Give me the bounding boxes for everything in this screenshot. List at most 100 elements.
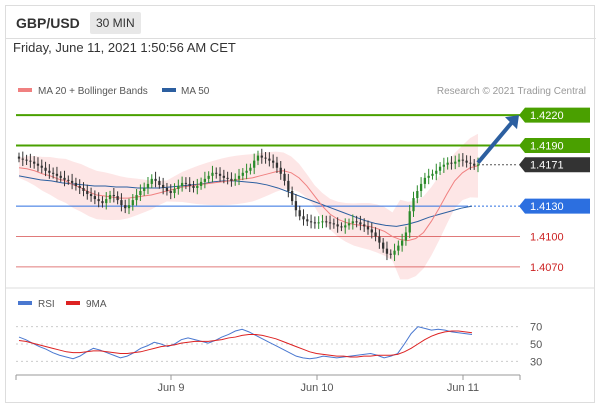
candle-body bbox=[192, 185, 195, 188]
candle-body bbox=[328, 222, 332, 224]
candle-body bbox=[154, 178, 157, 181]
ma50-legend-swatch bbox=[162, 88, 176, 92]
candle-body bbox=[165, 187, 169, 191]
time-axis-label: Jun 10 bbox=[300, 382, 333, 394]
candle-body bbox=[237, 175, 241, 179]
candle-body bbox=[363, 224, 366, 227]
candle-body bbox=[446, 162, 449, 165]
rsi-tick-30: 30 bbox=[530, 356, 542, 368]
candle-body bbox=[302, 216, 305, 220]
candle-body bbox=[226, 177, 229, 179]
candle-body bbox=[180, 182, 184, 186]
candle-body bbox=[313, 222, 317, 224]
candle-body bbox=[287, 180, 290, 191]
rsi-9ma-line bbox=[18, 330, 473, 358]
candle-body bbox=[256, 155, 260, 161]
chart-header: GBP/USD 30 MIN bbox=[6, 6, 596, 39]
candle-body bbox=[378, 236, 381, 243]
candle-body bbox=[393, 250, 396, 255]
candle-body bbox=[105, 199, 108, 204]
candle-body bbox=[29, 160, 32, 162]
candle-body bbox=[33, 161, 36, 164]
candle-body bbox=[321, 221, 324, 223]
candle-body bbox=[382, 242, 385, 249]
research-credit: Research © 2021 Trading Central bbox=[437, 86, 586, 97]
candle-body bbox=[442, 164, 445, 167]
candle-body bbox=[416, 191, 419, 199]
candle-body bbox=[260, 155, 263, 158]
candle-body bbox=[435, 170, 438, 174]
candle-body bbox=[306, 219, 309, 222]
candle-body bbox=[325, 221, 328, 223]
candle-body bbox=[279, 167, 282, 174]
candle-body bbox=[127, 205, 131, 209]
level-tag-1-4130 bbox=[519, 198, 590, 214]
candle-body bbox=[17, 156, 21, 159]
rsi-legend-swatch bbox=[18, 301, 32, 305]
candle-body bbox=[355, 221, 358, 223]
ma20-legend-swatch bbox=[18, 88, 32, 92]
rsi-legend-label: RSI bbox=[38, 299, 55, 310]
candle-body bbox=[400, 240, 404, 246]
candle-body bbox=[177, 185, 180, 189]
time-axis: Jun 9 Jun 10 Jun 11 bbox=[15, 374, 521, 394]
candle-body bbox=[283, 173, 286, 181]
candle-body bbox=[412, 198, 415, 212]
candle-body bbox=[211, 172, 214, 176]
candle-body bbox=[25, 159, 28, 161]
candle-body bbox=[264, 157, 267, 159]
time-axis-label: Jun 9 bbox=[158, 382, 185, 394]
candle-body bbox=[52, 172, 55, 174]
candle-body bbox=[290, 191, 294, 202]
candle-body bbox=[70, 180, 74, 183]
candle-body bbox=[397, 245, 400, 251]
price-legend: MA 20 + Bollinger Bands MA 50 Research ©… bbox=[18, 86, 586, 97]
level-tag-1-4220 bbox=[519, 107, 590, 123]
symbol-title: GBP/USD bbox=[16, 15, 80, 31]
candle-body bbox=[230, 178, 233, 181]
candle-body bbox=[67, 179, 70, 181]
candle-body bbox=[135, 195, 138, 201]
candle-body bbox=[427, 175, 430, 178]
candle-body bbox=[120, 200, 123, 206]
candle-body bbox=[48, 170, 51, 173]
candle-body bbox=[275, 162, 279, 168]
candle-body bbox=[347, 223, 351, 226]
rsi-tick-50: 50 bbox=[530, 339, 542, 351]
candle-body bbox=[74, 182, 78, 186]
candle-body bbox=[93, 196, 97, 200]
candle-body bbox=[454, 161, 457, 164]
candle-body bbox=[366, 226, 370, 230]
forecast-arrow-head bbox=[505, 115, 519, 130]
candle-body bbox=[465, 160, 468, 163]
level-label-1-4070: 1.4070 bbox=[530, 262, 564, 274]
candle-body bbox=[222, 175, 225, 178]
candle-body bbox=[199, 181, 203, 186]
level-label-1-4220: 1.4220 bbox=[530, 110, 564, 122]
candle-body bbox=[86, 191, 89, 195]
candle-body bbox=[169, 191, 172, 194]
candle-body bbox=[59, 175, 62, 178]
candle-body bbox=[196, 185, 199, 188]
candle-body bbox=[218, 173, 222, 176]
candle-body bbox=[108, 195, 112, 200]
rsi-plot: 70 50 30 bbox=[16, 322, 542, 368]
rsi-legend: RSI 9MA bbox=[18, 299, 107, 310]
candle-body bbox=[173, 188, 176, 194]
candle-body bbox=[450, 162, 453, 164]
timeframe-badge[interactable]: 30 MIN bbox=[90, 12, 141, 34]
candle-body bbox=[40, 165, 43, 168]
candle-body bbox=[55, 173, 59, 176]
candle-body bbox=[36, 163, 40, 166]
candle-body bbox=[370, 229, 373, 233]
candle-body bbox=[245, 170, 248, 173]
rsi-tick-70: 70 bbox=[530, 322, 542, 334]
candle-body bbox=[408, 211, 411, 233]
rsi-line bbox=[18, 326, 473, 360]
level-label-1-4171: 1.4171 bbox=[530, 160, 564, 172]
price-plot bbox=[16, 114, 520, 280]
candle-body bbox=[438, 166, 442, 171]
level-tag-1-4190 bbox=[519, 137, 590, 153]
ma50-legend-label: MA 50 bbox=[181, 86, 210, 97]
